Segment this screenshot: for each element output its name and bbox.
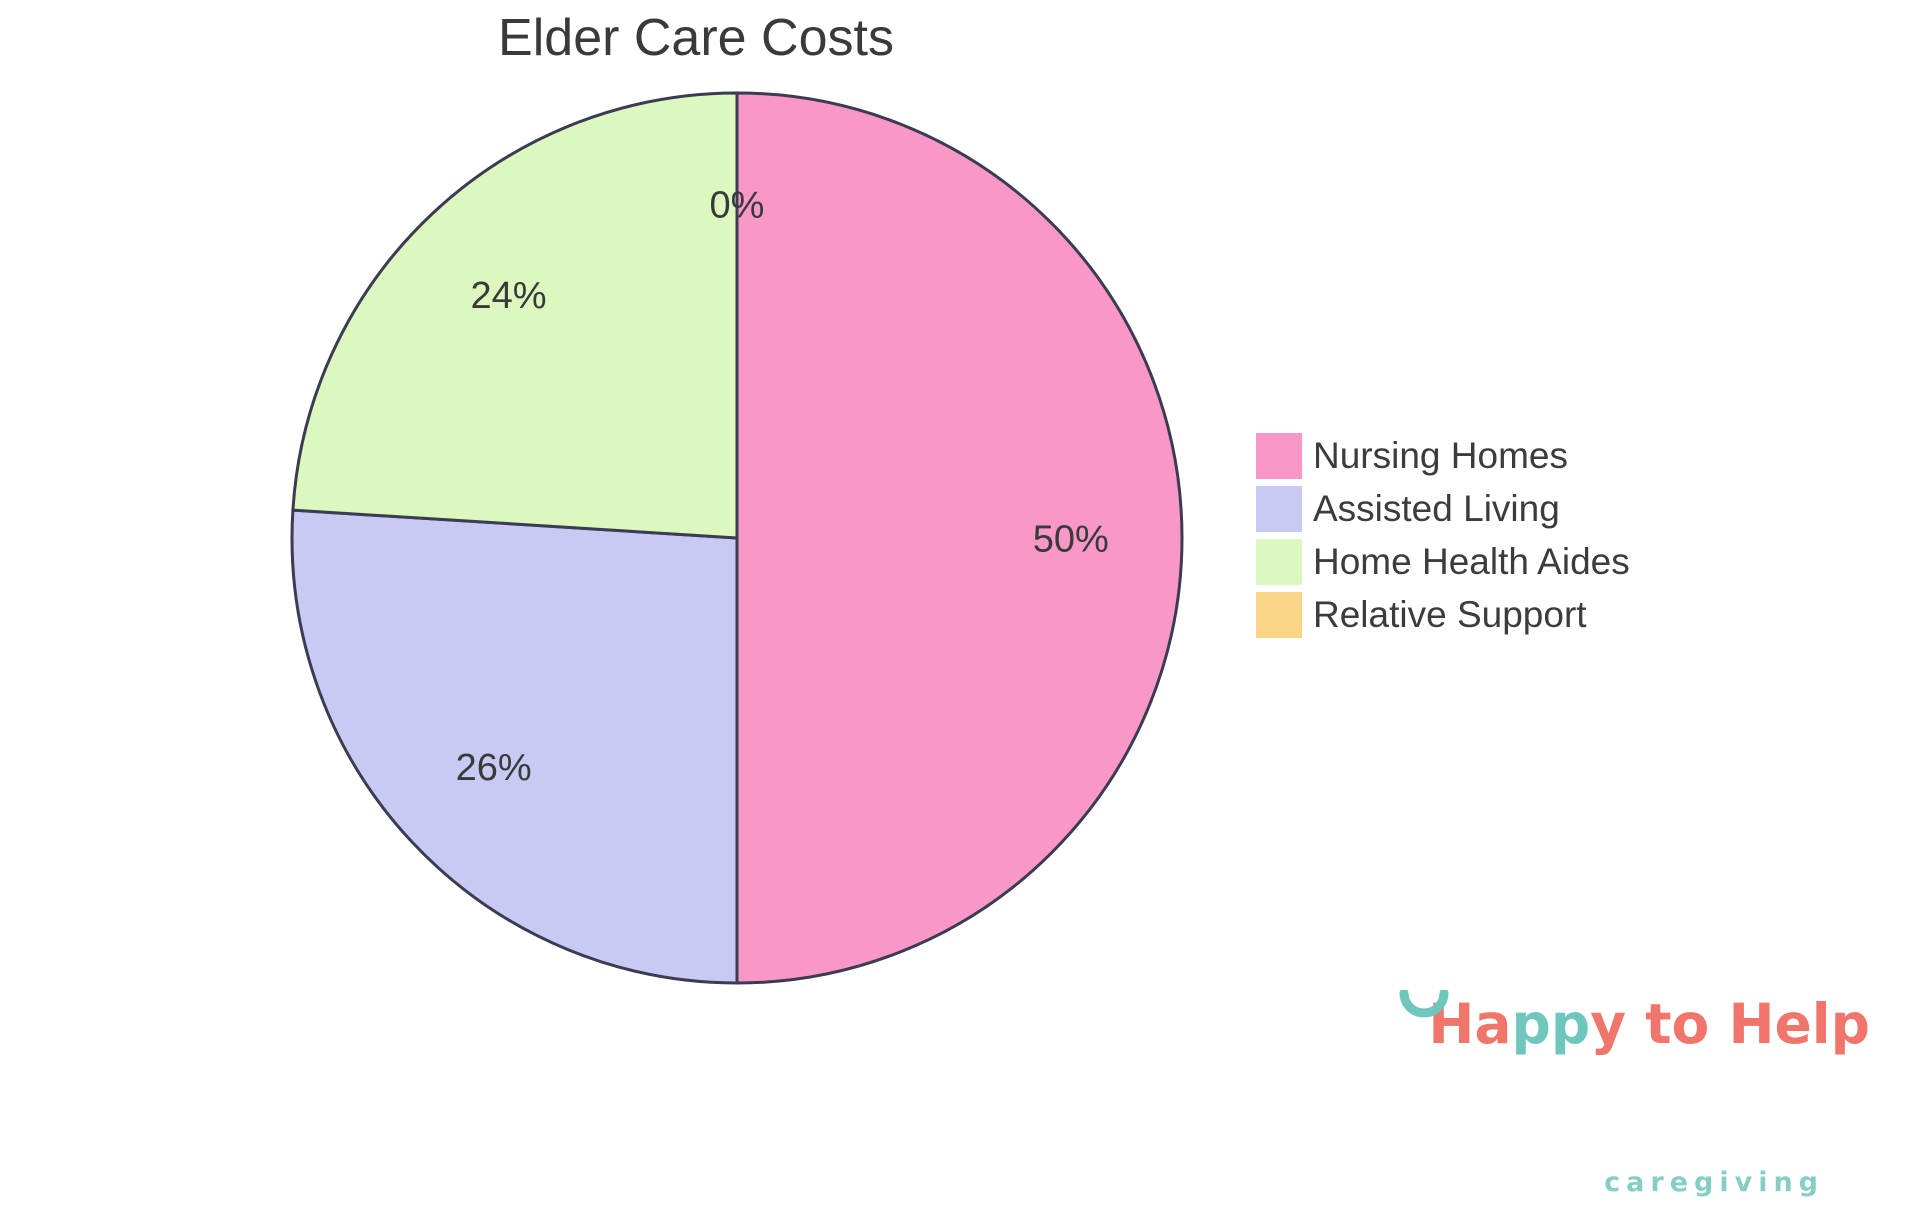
legend-label: Home Health Aides — [1313, 541, 1630, 582]
brand-logo-wordmark: Happy to Help — [1313, 933, 1870, 1175]
legend: Nursing Homes Assisted Living Home Healt… — [1256, 433, 1630, 645]
pie-percent-label-nursing-homes: 50% — [1033, 518, 1109, 560]
brand-logo: Happy to Help caregiving — [1313, 933, 1870, 1198]
pie-percent-label-assisted-living: 26% — [456, 747, 532, 789]
legend-item-relative-support: Relative Support — [1256, 592, 1630, 638]
pie-percent-label-relative-support: 0% — [710, 185, 765, 227]
legend-item-assisted-living: Assisted Living — [1256, 486, 1630, 532]
legend-swatch-relative-support — [1256, 592, 1302, 638]
legend-swatch-home-health-aides — [1256, 539, 1302, 585]
logo-text-mid: pp — [1511, 991, 1591, 1056]
legend-swatch-assisted-living — [1256, 486, 1302, 532]
smile-icon — [1399, 990, 1449, 1018]
legend-label: Assisted Living — [1313, 488, 1560, 529]
legend-item-home-health-aides: Home Health Aides — [1256, 539, 1630, 585]
logo-text-end: y to Help — [1590, 991, 1870, 1056]
smile-arc — [1399, 990, 1449, 1018]
pie-slice-nursing-homes — [735, 91, 1184, 985]
brand-tagline: caregiving — [1604, 1167, 1824, 1198]
legend-label: Nursing Homes — [1313, 435, 1568, 476]
pie-percent-label-home-health-aides: 24% — [470, 275, 546, 317]
pie-slice-assisted-living — [290, 508, 739, 985]
pie-slice-home-health-aides — [291, 91, 739, 540]
legend-label: Relative Support — [1313, 594, 1587, 635]
chart-title: Elder Care Costs — [498, 9, 894, 67]
legend-swatch-nursing-homes — [1256, 433, 1302, 479]
legend-item-nursing-homes: Nursing Homes — [1256, 433, 1630, 479]
